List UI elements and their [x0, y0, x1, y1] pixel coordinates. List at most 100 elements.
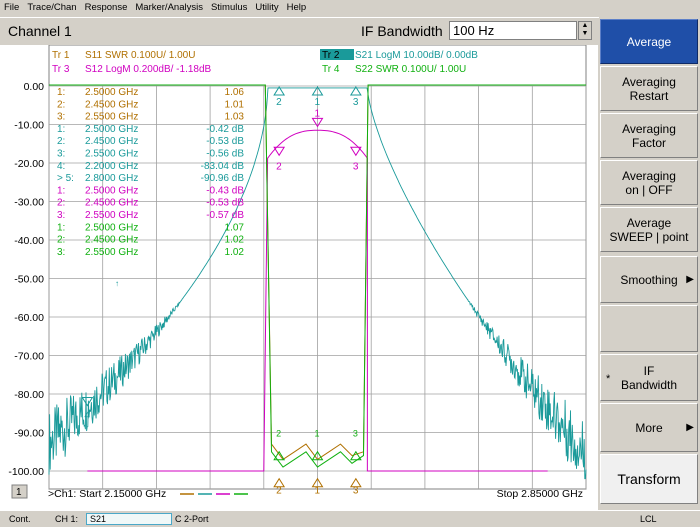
y-tick-label: -40.00: [14, 235, 44, 247]
softkey-sublabel: Restart: [629, 88, 669, 103]
trace-id[interactable]: Tr 1: [52, 50, 70, 61]
sweep-start: >Ch1: Start 2.15000 GHz: [48, 488, 166, 500]
y-tick-label: -20.00: [14, 158, 44, 170]
softkey-average[interactable]: Average: [600, 19, 698, 64]
menu-utility[interactable]: Utility: [255, 2, 279, 13]
marker-row-index: 1:: [57, 222, 65, 233]
menu-trace-chan[interactable]: Trace/Chan: [27, 2, 77, 13]
marker-label: 3: [353, 485, 359, 496]
marker-s12[interactable]: [311, 117, 324, 128]
marker-s21[interactable]: [273, 86, 286, 96]
trace-id[interactable]: Tr 3: [52, 64, 70, 75]
marker-row-index: 3:: [57, 149, 65, 160]
trace-plot[interactable]: 0.00 -10.00 -20.00 -30.00 -40.00 -50.00 -60.00…: [0, 45, 598, 510]
marker-row-value: -90.96 dB: [201, 173, 245, 184]
trace-header: Tr 1 S11 SWR 0.100U/ 1.00U Tr 2 S21 LogM 10…: [52, 49, 478, 75]
menu-response[interactable]: Response: [84, 2, 128, 13]
menu-file[interactable]: File: [4, 2, 20, 13]
marker-s11[interactable]: [311, 477, 324, 488]
marker-label: 4: [84, 411, 90, 422]
plot-area[interactable]: 0.00 -10.00 -20.00 -30.00 -40.00 -50.00 -60.00…: [0, 45, 598, 510]
softkey-averaging-on-off[interactable]: Averaging on | OFF: [600, 160, 698, 205]
marker-4[interactable]: [81, 397, 94, 407]
marker-label: 2: [276, 161, 282, 172]
softkey-sublabel: Bandwidth: [620, 377, 678, 392]
if-bandwidth-input[interactable]: 100 Hz: [449, 21, 577, 40]
menu-bar: File Trace/Chan Response Marker/Analysis Sti…: [0, 0, 700, 18]
marker-row-freq: 2.5500 GHz: [85, 112, 138, 123]
marker-row-value: -0.53 dB: [206, 136, 244, 147]
softkey-sublabel: SWEEP | point: [609, 229, 689, 244]
softkey-averaging-factor[interactable]: Averaging Factor: [600, 113, 698, 158]
softkey-transform[interactable]: Transform: [600, 454, 698, 504]
marker-row-value: -0.56 dB: [206, 149, 244, 160]
submenu-arrow-icon: ▶: [686, 273, 694, 285]
marker-row-freq: 2.5500 GHz: [85, 149, 138, 160]
marker-row-value: -0.57 dB: [206, 210, 244, 221]
menu-stimulus[interactable]: Stimulus: [210, 2, 248, 13]
softkey-label: Average: [626, 215, 672, 230]
marker-s12[interactable]: [273, 146, 286, 157]
marker-label: 1: [315, 428, 320, 438]
marker-arrow-icon: ↑: [115, 279, 119, 288]
marker-label: 1: [315, 485, 321, 496]
trace-desc: S11 SWR 0.100U/ 1.00U: [85, 50, 195, 61]
if-bandwidth-spinner[interactable]: ▲ ▼: [578, 21, 592, 40]
marker-row-value: 1.06: [225, 87, 245, 98]
y-tick-label: -10.00: [14, 120, 44, 132]
status-ref: LCL: [640, 514, 657, 524]
channel-number-box[interactable]: [11, 484, 28, 499]
softkey-if-bandwidth[interactable]: IF Bandwidth *: [600, 354, 698, 401]
trace-desc: S21 LogM 10.00dB/ 0.00dB: [355, 50, 478, 61]
marker-row-value: 1.07: [225, 222, 245, 233]
marker-row-freq: 2.5500 GHz: [85, 210, 138, 221]
marker-s11[interactable]: [273, 477, 286, 488]
marker-row-index: 1:: [57, 185, 65, 196]
marker-row-value: -0.42 dB: [206, 124, 244, 135]
menu-help[interactable]: Help: [286, 2, 307, 13]
marker-s21[interactable]: [311, 86, 324, 96]
sweep-mode: Cont.: [9, 514, 31, 524]
marker-label: 3: [353, 97, 359, 108]
spin-down-icon[interactable]: ▼: [581, 30, 589, 37]
spin-up-icon[interactable]: ▲: [581, 22, 589, 29]
marker-row-index: 3:: [57, 210, 65, 221]
marker-row-index: 3:: [57, 112, 65, 123]
marker-row-value: 1.01: [225, 99, 245, 110]
softkey-average-sweep-point[interactable]: Average SWEEP | point: [600, 207, 698, 252]
marker-label: 2: [276, 97, 282, 108]
marker-row-freq: 2.5000 GHz: [85, 185, 138, 196]
marker-row-index: 1:: [57, 87, 65, 98]
softkey-averaging-restart[interactable]: Averaging Restart: [600, 66, 698, 111]
marker-row-freq: 2.5000 GHz: [85, 222, 138, 233]
marker-s22[interactable]: [349, 450, 362, 461]
marker-label: 2: [276, 485, 282, 496]
marker-s22[interactable]: [273, 450, 286, 461]
softkey-label: Averaging: [622, 121, 676, 136]
status-cal: C 2-Port: [175, 514, 209, 524]
marker-s12[interactable]: [349, 146, 362, 157]
marker-row-index: 2:: [57, 136, 65, 147]
marker-row-value: 1.02: [225, 235, 245, 246]
marker-s22[interactable]: [311, 450, 324, 461]
softkey-sublabel: Factor: [631, 135, 666, 150]
softkey-more[interactable]: More ▶: [600, 403, 698, 452]
marker-row-freq: 2.5000 GHz: [85, 87, 138, 98]
status-param: S21: [86, 513, 172, 525]
trace-s22: [49, 84, 586, 468]
softkey-label: IF: [643, 363, 655, 378]
channel-bar: Channel 1 IF Bandwidth 100 Hz ▲ ▼: [0, 18, 598, 44]
trace-id[interactable]: Tr 2: [322, 50, 340, 61]
menu-marker-analysis[interactable]: Marker/Analysis: [135, 2, 203, 13]
marker-s21[interactable]: [349, 86, 362, 96]
y-tick-label: -50.00: [14, 274, 44, 286]
trace-id[interactable]: Tr 4: [322, 64, 340, 75]
marker-row-freq: 2.4500 GHz: [85, 198, 138, 209]
marker-s11[interactable]: [349, 477, 362, 488]
softkey-empty[interactable]: [600, 305, 698, 352]
softkey-label: Averaging: [622, 168, 676, 183]
softkey-smoothing[interactable]: Smoothing ▶: [600, 256, 698, 303]
marker-row-index: 2:: [57, 235, 65, 246]
sweep-stop: Stop 2.85000 GHz: [497, 488, 583, 500]
